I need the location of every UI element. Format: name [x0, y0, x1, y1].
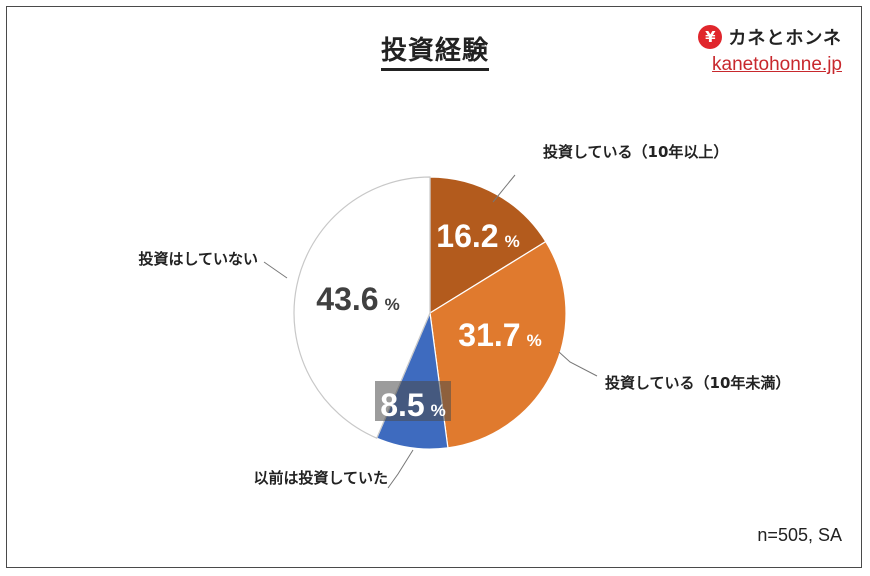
- pie-slice-1: [429, 176, 547, 315]
- value-label-2: 31.7%: [458, 317, 541, 353]
- brand-block: ¥ カネとホンネ kanetohonne.jp: [698, 24, 842, 76]
- pie-slice-2: [429, 240, 567, 449]
- pie-slice-4: [293, 176, 431, 439]
- yen-logo-icon: ¥: [698, 25, 723, 49]
- brand-name: カネとホンネ: [728, 28, 842, 49]
- value-label-4: 43.6%: [316, 281, 399, 317]
- brand-row: ¥ カネとホンネ: [698, 24, 842, 50]
- leader-line-4: [263, 261, 288, 279]
- category-label-2: 投資している（10年未満）: [605, 374, 790, 392]
- chart-title-text: 投資経験: [380, 36, 489, 71]
- leader-line-3: [387, 449, 414, 489]
- sample-note: n=505, SA: [757, 525, 842, 545]
- value-label-bg-3: [375, 381, 451, 421]
- value-label-1: 16.2%: [436, 218, 519, 254]
- category-label-3: 以前は投資していた: [253, 469, 388, 487]
- chart-title: 投資経験: [0, 30, 870, 71]
- brand-url-link[interactable]: kanetohonne.jp: [712, 54, 842, 75]
- category-label-1: 投資している（10年以上）: [543, 143, 728, 161]
- leader-line-1: [492, 174, 516, 203]
- category-label-4: 投資はしていない: [138, 250, 258, 268]
- leader-line-2: [558, 351, 598, 377]
- value-label-3: 8.5%: [380, 387, 446, 423]
